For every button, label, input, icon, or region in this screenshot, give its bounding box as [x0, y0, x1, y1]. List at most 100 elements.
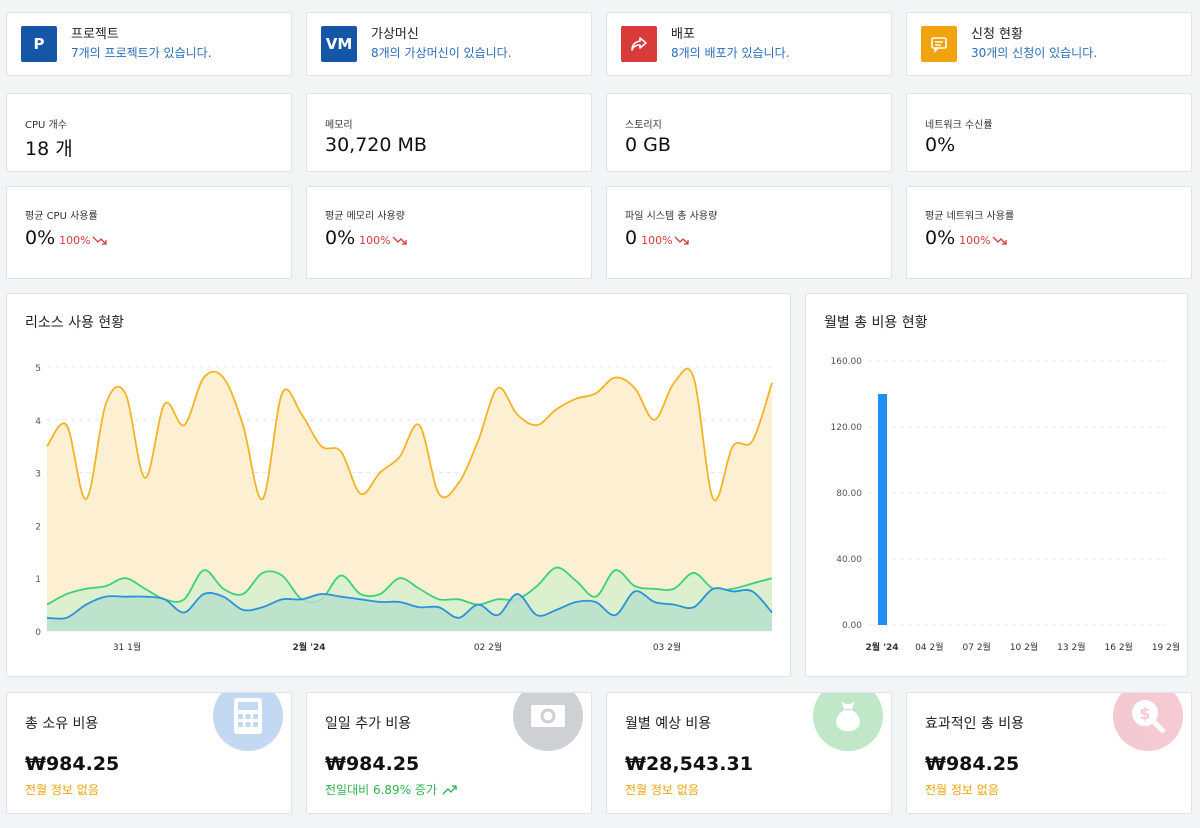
cost-subtext: 전월 정보 없음	[625, 781, 873, 798]
cost-label: 효과적인 총 비용	[925, 716, 1025, 732]
summary-title: 프로젝트	[71, 27, 119, 42]
summary-title: 신청 현황	[971, 27, 1023, 42]
usage-value-row: 0% 100%	[925, 227, 1173, 250]
usage-value-row: 0% 100%	[25, 227, 273, 250]
stat-value: 18 개	[25, 138, 73, 160]
summary-text: 신청 현황 30개의 신청이 있습니다.	[971, 26, 1097, 62]
summary-subtitle[interactable]: 8개의 배포가 있습니다.	[671, 46, 790, 60]
cost-card-2: 월별 예상 비용 ₩28,543.31 전월 정보 없음	[606, 692, 892, 814]
usage-card-3: 평균 네트워크 사용률 0% 100%	[906, 186, 1192, 279]
monthly-cost-title: 월별 총 비용 현황	[824, 315, 928, 331]
vm-icon: VM	[321, 26, 357, 62]
usage-value-row: 0 100%	[625, 227, 873, 250]
cost-subtext: 전월 정보 없음	[925, 781, 1173, 798]
y-tick-label: 160.00	[831, 357, 863, 367]
trend-down-icon	[392, 228, 408, 250]
stat-card-1: 메모리 30,720 MB	[306, 93, 592, 172]
cost-subtext-label: 전월 정보 없음	[625, 783, 699, 797]
y-tick-label: 2	[35, 522, 41, 532]
usage-label: 파일 시스템 총 사용량	[625, 211, 718, 222]
x-tick-label: 04 2월	[915, 641, 943, 653]
usage-value-row: 0% 100%	[325, 227, 573, 250]
stat-card-3: 네트워크 수신률 0%	[906, 93, 1192, 172]
x-tick-label: 07 2월	[963, 641, 991, 653]
money-bag-icon	[813, 693, 883, 751]
usage-value: 0%	[25, 227, 56, 249]
cost-value: ₩28,543.31	[625, 753, 753, 775]
summary-text: 가상머신 8개의 가상머신이 있습니다.	[371, 26, 512, 62]
resource-usage-title: 리소스 사용 현황	[25, 315, 125, 331]
usage-label: 평균 메모리 사용량	[325, 211, 405, 222]
stat-label: CPU 개수	[25, 120, 67, 131]
summary-title: 가상머신	[371, 27, 419, 42]
usage-value: 0%	[325, 227, 356, 249]
usage-card-0: 평균 CPU 사용률 0% 100%	[6, 186, 292, 279]
y-tick-label: 40.00	[836, 555, 862, 565]
y-tick-label: 5	[35, 364, 41, 374]
cost-value: ₩984.25	[925, 753, 1020, 775]
trend-down-icon	[992, 228, 1008, 250]
x-tick-label: 2월 '24	[866, 641, 899, 653]
x-tick-label: 16 2월	[1105, 641, 1133, 653]
summary-subtitle[interactable]: 7개의 프로젝트가 있습니다.	[71, 46, 212, 60]
x-tick-label: 2월 '24	[293, 641, 326, 653]
stat-card-0: CPU 개수 18 개	[6, 93, 292, 172]
banknote-icon	[513, 693, 583, 751]
summary-card-3[interactable]: 신청 현황 30개의 신청이 있습니다.	[906, 12, 1192, 76]
cost-subtext: 전월 정보 없음	[25, 781, 273, 798]
share-icon	[621, 26, 657, 62]
summary-subtitle[interactable]: 30개의 신청이 있습니다.	[971, 46, 1098, 60]
summary-subtitle[interactable]: 8개의 가상머신이 있습니다.	[371, 46, 512, 60]
cost-card-0: 총 소유 비용 ₩984.25 전월 정보 없음	[6, 692, 292, 814]
stat-card-2: 스토리지 0 GB	[606, 93, 892, 172]
y-tick-label: 3	[35, 470, 41, 480]
summary-card-1[interactable]: VM 가상머신 8개의 가상머신이 있습니다.	[306, 12, 592, 76]
calculator-icon	[213, 693, 283, 751]
usage-label: 평균 네트워크 사용률	[925, 211, 1015, 222]
cost-card-1: 일일 추가 비용 ₩984.25 전일대비 6.89% 증가	[306, 692, 592, 814]
cost-card-3: $ 효과적인 총 비용 ₩984.25 전월 정보 없음	[906, 692, 1192, 814]
resource-usage-panel: 리소스 사용 현황 0 1 2 3 4 5 31 1월 2월 '24 02 2월 03 2월	[6, 293, 791, 677]
usage-change: 100%	[959, 234, 991, 247]
monthly-cost-panel: 월별 총 비용 현황 0.00 40.00 80.00 120.00 160.00 2월 …	[805, 293, 1188, 677]
stat-label: 네트워크 수신률	[925, 120, 993, 131]
usage-value: 0	[625, 227, 638, 249]
svg-text:$: $	[1139, 704, 1150, 723]
usage-value: 0%	[925, 227, 956, 249]
trend-down-icon	[674, 228, 690, 250]
y-tick-label: 1	[35, 575, 41, 585]
series-area-2	[47, 587, 772, 631]
cost-subtext: 전일대비 6.89% 증가	[325, 781, 573, 798]
stat-value: 30,720 MB	[325, 134, 427, 156]
cost-subtext-label: 전월 정보 없음	[25, 783, 99, 797]
summary-text: 프로젝트 7개의 프로젝트가 있습니다.	[71, 26, 212, 62]
stat-value: 0%	[925, 134, 956, 156]
usage-card-1: 평균 메모리 사용량 0% 100%	[306, 186, 592, 279]
x-tick-label: 13 2월	[1057, 641, 1085, 653]
usage-change: 100%	[359, 234, 391, 247]
y-tick-label: 80.00	[836, 489, 862, 499]
x-tick-label: 19 2월	[1152, 641, 1180, 653]
summary-card-2[interactable]: 배포 8개의 배포가 있습니다.	[606, 12, 892, 76]
x-tick-label: 02 2월	[474, 641, 502, 653]
trend-down-icon	[92, 228, 108, 250]
x-tick-label: 31 1월	[113, 641, 141, 653]
summary-card-0[interactable]: P 프로젝트 7개의 프로젝트가 있습니다.	[6, 12, 292, 76]
resource-usage-chart: 0 1 2 3 4 5 31 1월 2월 '24 02 2월 03 2월	[35, 364, 773, 653]
cost-bar[interactable]	[878, 394, 887, 625]
trend-up-icon	[442, 784, 458, 798]
series-area-0	[47, 368, 772, 631]
usage-change: 100%	[59, 234, 91, 247]
summary-title: 배포	[671, 27, 695, 42]
x-tick-label: 10 2월	[1010, 641, 1038, 653]
series-line-2	[46, 587, 773, 620]
summary-text: 배포 8개의 배포가 있습니다.	[671, 26, 789, 62]
message-icon	[921, 26, 957, 62]
cost-label: 월별 예상 비용	[625, 716, 712, 732]
dollar-search-icon: $	[1113, 693, 1183, 751]
cost-label: 일일 추가 비용	[325, 716, 412, 732]
cost-subtext-label: 전월 정보 없음	[925, 783, 999, 797]
monthly-cost-chart: 0.00 40.00 80.00 120.00 160.00 2월 '24 04 2월 07 …	[831, 357, 1181, 653]
usage-label: 평균 CPU 사용률	[25, 211, 98, 222]
cost-label: 총 소유 비용	[25, 716, 99, 732]
